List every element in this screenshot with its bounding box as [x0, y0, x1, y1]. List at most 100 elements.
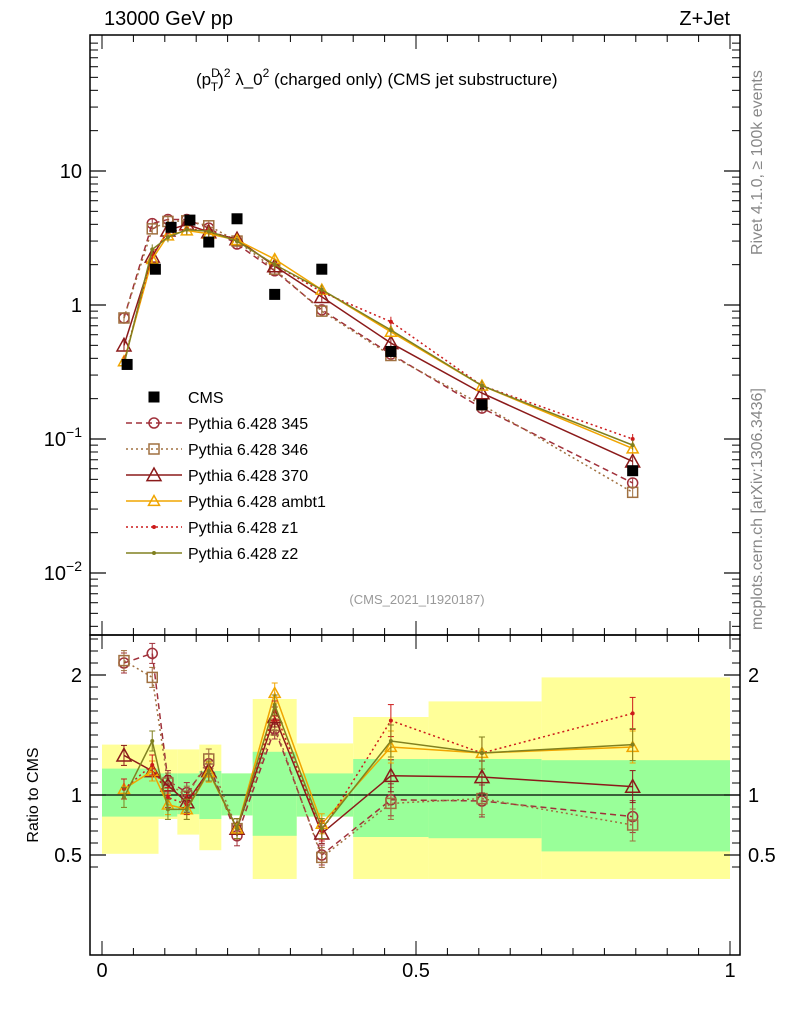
- side-mcplots-label: mcplots.cern.ch [arXiv:1306.3436]: [749, 388, 766, 630]
- legend-marker: [145, 466, 163, 482]
- ratio-y-tick-label-right: 2: [748, 665, 759, 687]
- main-series-point: [235, 239, 240, 244]
- main-series-point: [388, 319, 393, 324]
- main-series-line: [123, 228, 633, 440]
- ratio-series-point: [316, 851, 328, 864]
- cms-data-point: [149, 263, 161, 275]
- ratio-series-point: [150, 763, 155, 767]
- ratio-series-point: [184, 807, 189, 812]
- ratio-series-point: [382, 767, 400, 783]
- ratio-y-tick-label: 0.5: [54, 845, 82, 867]
- main-series-point: [146, 223, 158, 235]
- legend-marker-cms: [148, 391, 160, 403]
- main-series-line: [123, 228, 633, 446]
- ratio-series-point: [388, 718, 393, 723]
- legend-label-cms: CMS: [188, 390, 224, 407]
- main-series-point: [150, 247, 155, 252]
- uncertainty-band-inner: [252, 751, 297, 836]
- main-y-tick-label: 10: [60, 161, 82, 183]
- ratio-series-point: [206, 769, 211, 773]
- uncertainty-band-inner: [428, 759, 542, 839]
- legend-label: Pythia 6.428 345: [188, 416, 308, 433]
- ratio-series-point: [476, 792, 488, 805]
- header-energy: 13000 GeV pp: [104, 8, 233, 30]
- ratio-series-point: [235, 826, 240, 831]
- ratio-series-point: [388, 739, 393, 743]
- main-series-point: [206, 229, 211, 234]
- legend-label: Pythia 6.428 z2: [188, 546, 298, 563]
- ratio-series-point: [479, 751, 484, 755]
- ratio-series-point: [146, 671, 158, 684]
- legend-marker: [148, 443, 160, 455]
- main-series-point: [626, 486, 639, 499]
- main-y-tick-label: 10−1: [44, 424, 82, 451]
- legend-label: Pythia 6.428 ambt1: [188, 494, 326, 511]
- legend-label: Pythia 6.428 z1: [188, 520, 298, 537]
- cms-data-point: [627, 465, 639, 477]
- legend-label: Pythia 6.428 346: [188, 442, 308, 459]
- ratio-series-point: [165, 795, 170, 800]
- main-series-point: [313, 288, 331, 304]
- cms-data-point: [121, 358, 133, 370]
- ratio-series-point: [473, 768, 491, 784]
- uncertainty-band-inner: [541, 760, 730, 852]
- main-series-point: [316, 305, 328, 317]
- main-series-point: [266, 257, 283, 273]
- cms-data-point: [184, 214, 196, 226]
- main-series-point: [272, 262, 277, 267]
- main-series-point: [630, 437, 635, 441]
- ratio-y-tick-label: 2: [71, 665, 82, 687]
- cms-data-point: [385, 345, 397, 357]
- ratio-series-point: [121, 795, 126, 800]
- main-series-point: [184, 227, 189, 232]
- main-series-point: [630, 443, 635, 448]
- analysis-reference: (CMS_2021_I1920187): [349, 592, 484, 607]
- cms-data-point: [203, 236, 215, 248]
- ratio-series-point: [272, 703, 277, 707]
- main-series-point: [165, 235, 170, 240]
- legend-marker: [152, 551, 156, 555]
- legend-label: Pythia 6.428 370: [188, 468, 308, 485]
- main-y-tick-label: 1: [71, 295, 82, 317]
- ratio-y-tick-label-right: 0.5: [748, 845, 776, 867]
- main-series-point: [319, 287, 324, 292]
- main-series-point: [388, 328, 393, 333]
- cms-data-point: [231, 213, 243, 225]
- ratio-y-axis-label: Ratio to CMS: [25, 747, 42, 842]
- plot-title: (pD T)2 λ_02 (charged only) (CMS jet subs…: [196, 66, 557, 94]
- legend-marker: [147, 493, 161, 507]
- main-series-point: [115, 336, 133, 352]
- x-tick-label: 0: [96, 960, 107, 982]
- side-rivet-label: Rivet 4.1.0, ≥ 100k events: [749, 70, 766, 255]
- main-frame: [89, 34, 741, 636]
- ratio-series-point: [630, 742, 635, 747]
- cms-data-point: [476, 399, 488, 411]
- header-process: Z+Jet: [679, 8, 730, 30]
- cms-data-point: [316, 263, 328, 275]
- legend-marker: [148, 417, 160, 429]
- ratio-series-point: [115, 746, 133, 762]
- legend: CMS Pythia 6.428 345 Pythia 6.428 346 Pythi…: [126, 390, 326, 563]
- ratio-series-point: [118, 654, 130, 667]
- ratio-y-tick-label: 1: [71, 785, 82, 807]
- ratio-series-point: [624, 778, 641, 793]
- main-series-point: [625, 441, 640, 454]
- x-tick-label: 1: [724, 960, 735, 982]
- ratio-series-point: [165, 807, 170, 812]
- ratio-series-point: [630, 711, 635, 716]
- cms-data-point: [269, 288, 281, 300]
- ratio-y-tick-label-right: 1: [748, 785, 759, 807]
- ratio-plot-panel: 0.5 0.5 1 1 2 2 0 0.5 1: [54, 634, 776, 982]
- ratio-series-point: [146, 647, 158, 660]
- main-y-tick-label: 10−2: [44, 558, 82, 585]
- ratio-series-point: [319, 826, 324, 831]
- ratio-series-point: [385, 797, 397, 810]
- main-series-point: [118, 312, 130, 324]
- main-series-point: [479, 383, 484, 388]
- ratio-series-point: [626, 819, 639, 831]
- main-series-point: [473, 384, 491, 400]
- cms-data-point: [165, 221, 177, 233]
- main-plot-panel: 10 1 10−1 10−2: [44, 34, 741, 636]
- legend-marker: [152, 525, 156, 529]
